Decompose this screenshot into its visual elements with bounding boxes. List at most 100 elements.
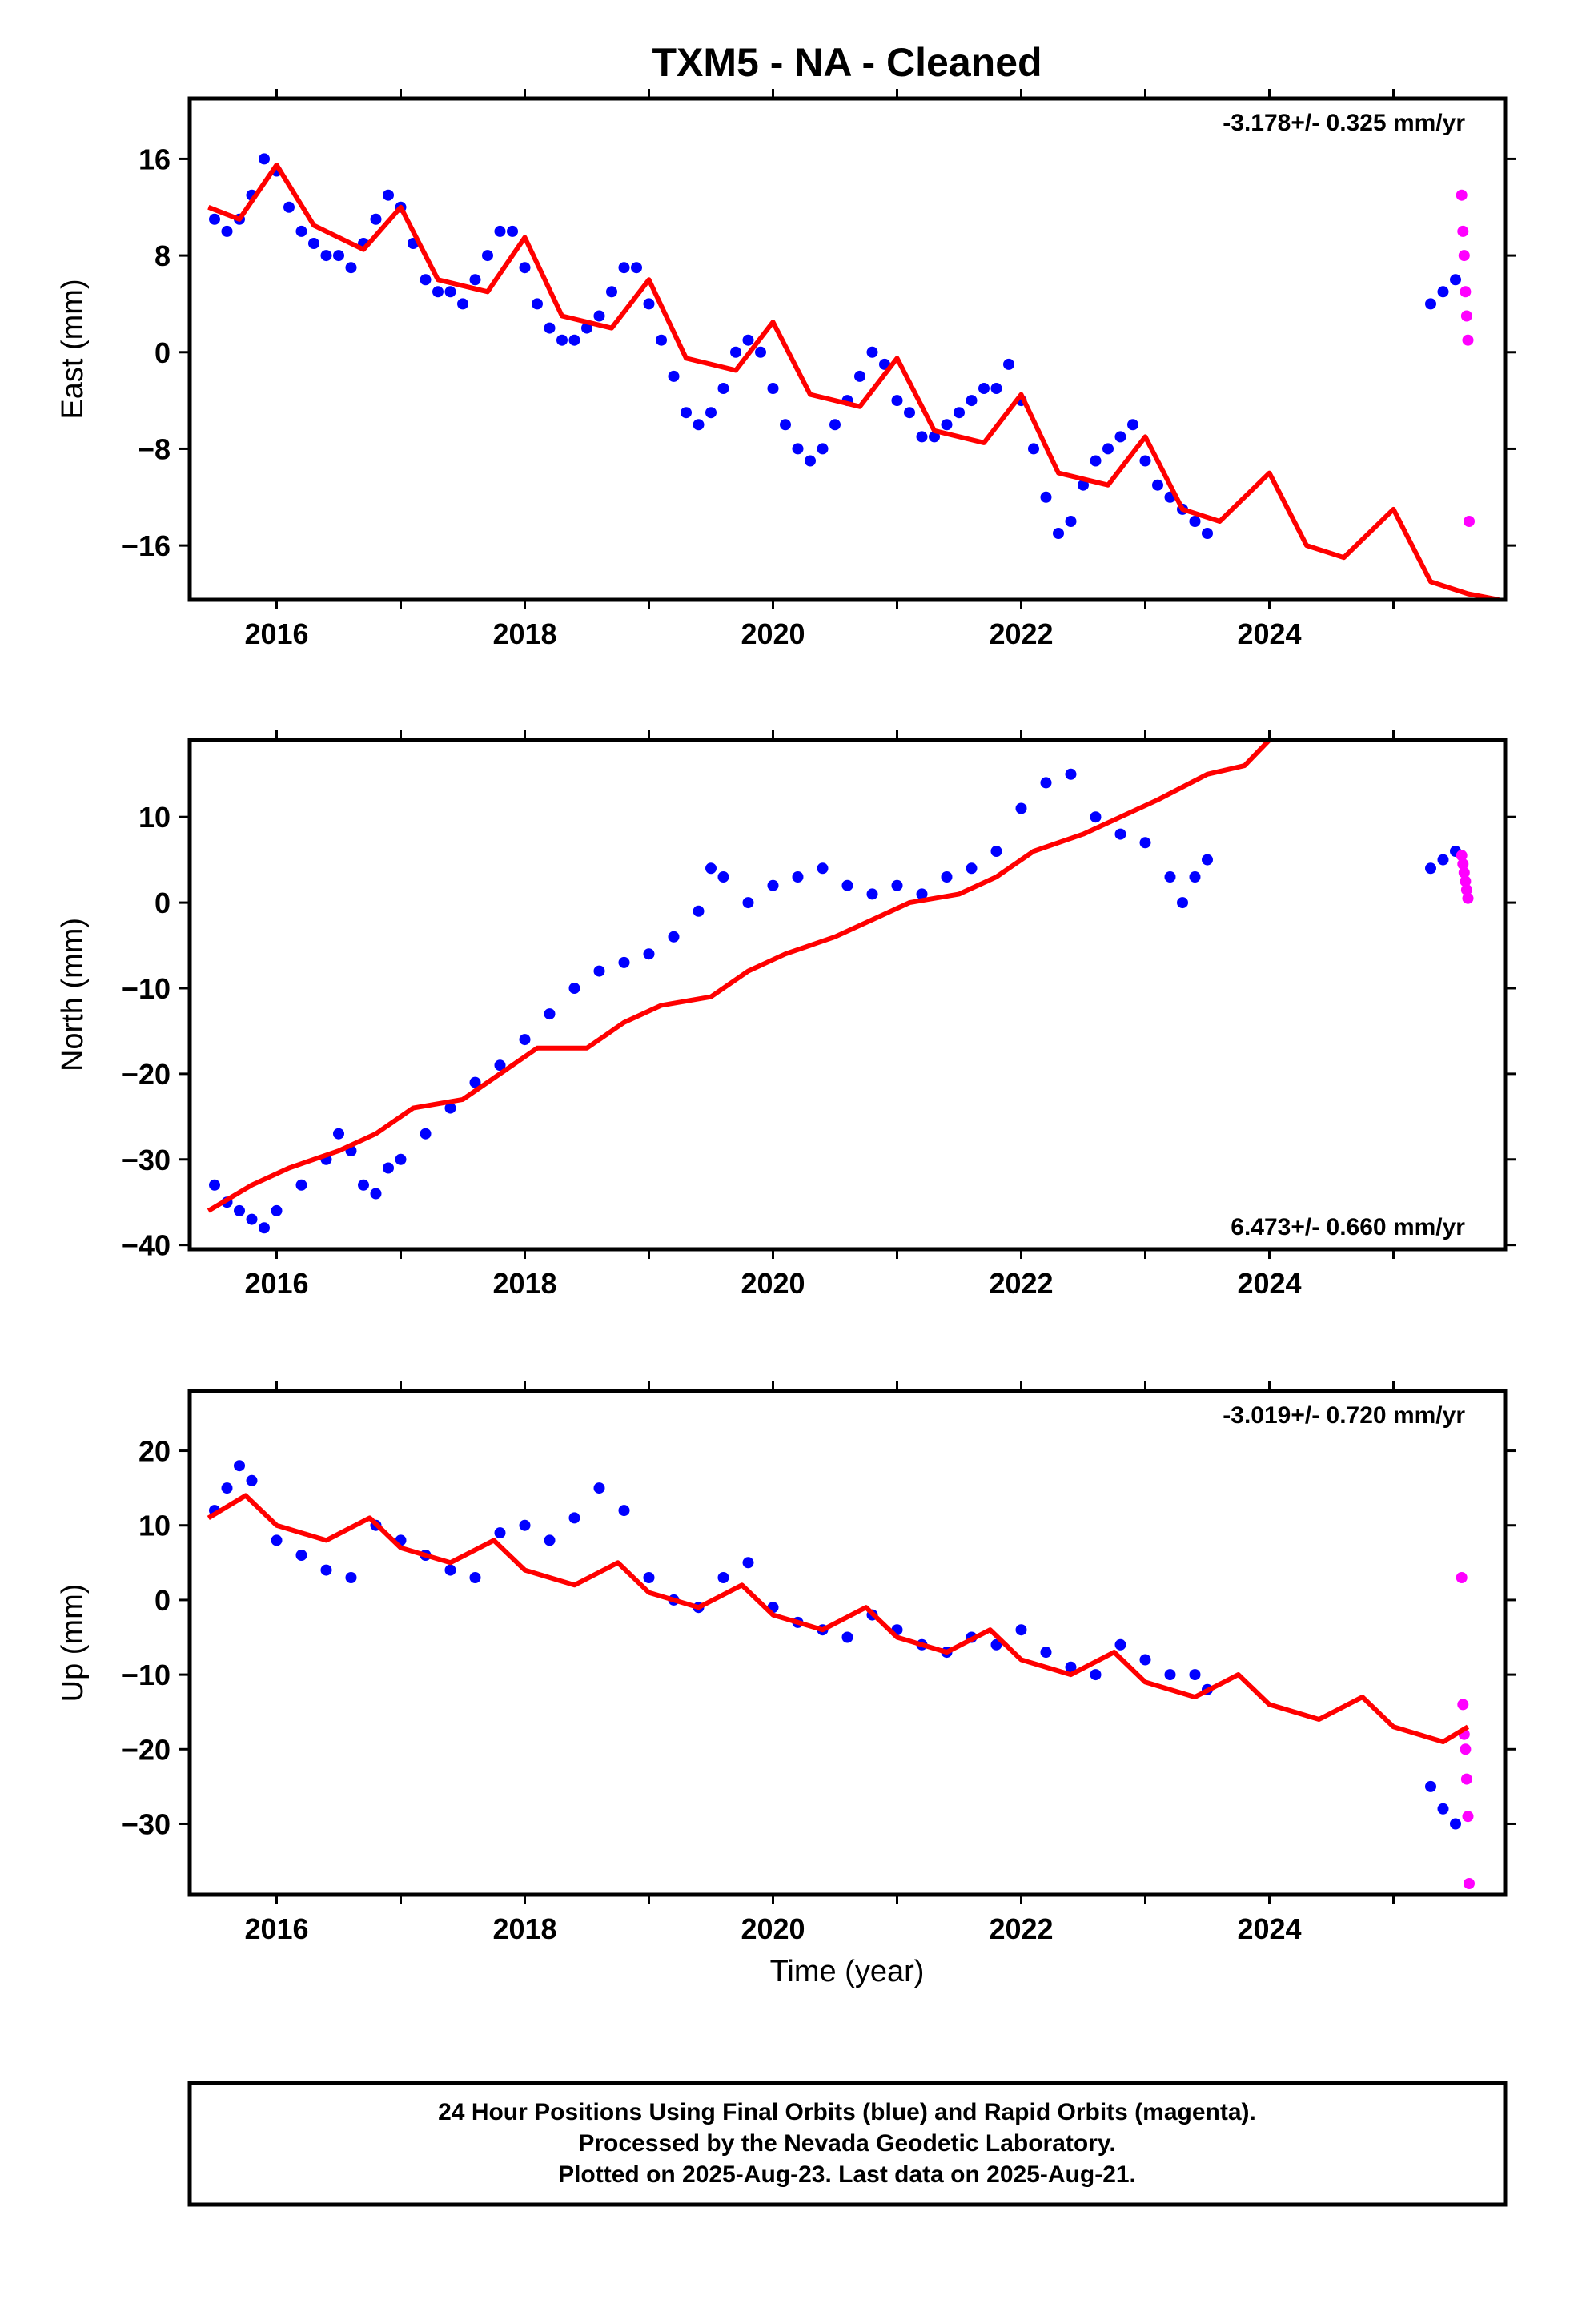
north-point-final	[469, 1076, 481, 1088]
east-y-tick-label: −16	[122, 529, 171, 562]
east-y-axis-label: East (mm)	[56, 279, 90, 419]
up-point-final	[717, 1572, 729, 1583]
north-point-final	[1189, 871, 1201, 883]
east-point-rapid	[1464, 516, 1475, 527]
up-point-rapid	[1460, 1773, 1472, 1785]
east-point-final	[780, 419, 791, 431]
north-point-final	[817, 862, 829, 875]
up-x-tick-label: 2016	[244, 1912, 308, 1945]
up-point-final	[643, 1572, 655, 1583]
up-point-rapid	[1462, 1811, 1474, 1823]
north-y-tick-label: −20	[122, 1058, 171, 1091]
up-point-final	[271, 1534, 283, 1546]
up-point-rapid	[1464, 1878, 1475, 1889]
east-point-final	[904, 407, 915, 419]
up-point-final	[444, 1564, 456, 1576]
north-point-final	[370, 1188, 382, 1200]
east-point-final	[954, 407, 965, 419]
north-point-final	[271, 1204, 283, 1216]
east-y-tick-label: −8	[138, 432, 171, 465]
north-point-rapid	[1458, 866, 1470, 879]
east-point-final	[1053, 528, 1064, 539]
east-point-final	[1202, 528, 1213, 539]
data-layer-east	[207, 153, 1500, 600]
east-point-final	[606, 286, 617, 298]
up-point-final	[618, 1505, 630, 1517]
up-x-tick-label: 2018	[492, 1912, 556, 1945]
up-point-final	[1114, 1638, 1126, 1651]
north-x-tick-label: 2018	[492, 1267, 556, 1300]
east-point-final	[345, 262, 357, 274]
east-point-final	[581, 322, 592, 334]
north-point-final	[792, 871, 804, 883]
east-point-final	[593, 310, 605, 322]
up-point-final	[568, 1512, 580, 1524]
up-y-tick-label: −20	[122, 1733, 171, 1766]
up-point-final	[1040, 1647, 1052, 1659]
east-point-final	[805, 455, 816, 467]
north-x-tick-label: 2024	[1237, 1267, 1301, 1300]
east-point-rapid	[1457, 225, 1469, 237]
east-point-final	[333, 250, 344, 262]
north-y-tick-label: 0	[155, 887, 171, 919]
up-point-rapid	[1460, 1743, 1472, 1755]
east-point-final	[866, 346, 878, 358]
east-point-rapid	[1462, 334, 1474, 346]
north-point-final	[767, 879, 779, 891]
footer-line-1: 24 Hour Positions Using Final Orbits (bl…	[438, 2099, 1256, 2125]
east-point-final	[420, 274, 432, 286]
up-point-final	[990, 1638, 1002, 1651]
east-point-final	[444, 286, 456, 298]
up-point-final	[234, 1460, 245, 1472]
east-point-rapid	[1460, 310, 1472, 322]
up-y-tick-label: 0	[155, 1584, 171, 1617]
up-y-tick-label: 10	[139, 1510, 171, 1542]
east-point-final	[854, 370, 865, 382]
north-point-final	[383, 1162, 394, 1174]
east-point-final	[767, 383, 779, 394]
east-point-final	[494, 225, 506, 237]
north-point-rapid	[1460, 875, 1472, 887]
east-point-final	[308, 238, 319, 249]
east-point-final	[507, 225, 518, 237]
up-point-final	[1139, 1654, 1151, 1666]
north-point-final	[544, 1008, 556, 1020]
east-frame	[187, 96, 1508, 602]
east-point-final	[532, 298, 543, 310]
east-point-final	[295, 225, 307, 237]
up-point-final	[221, 1482, 233, 1494]
north-point-final	[295, 1179, 307, 1191]
up-point-final	[295, 1550, 307, 1561]
north-point-final	[966, 862, 978, 875]
north-point-final	[494, 1059, 506, 1072]
up-point-final	[1437, 1803, 1449, 1815]
up-point-final	[593, 1482, 605, 1494]
north-point-final	[1114, 828, 1126, 840]
north-point-final	[519, 1034, 531, 1046]
up-y-tick-label: −10	[122, 1659, 171, 1691]
east-point-final	[929, 431, 940, 443]
north-point-final	[1437, 854, 1449, 866]
up-point-final	[1450, 1818, 1461, 1830]
east-point-final	[259, 153, 270, 165]
east-x-tick-label: 2018	[492, 617, 556, 650]
up-point-final	[494, 1527, 506, 1539]
east-point-final	[1078, 479, 1089, 491]
east-point-final	[730, 346, 741, 358]
east-point-final	[1102, 443, 1114, 455]
east-point-final	[1425, 298, 1436, 310]
east-point-final	[829, 419, 841, 431]
up-point-final	[544, 1534, 556, 1546]
east-point-rapid	[1460, 286, 1472, 298]
north-point-final	[1425, 862, 1436, 875]
up-point-final	[469, 1572, 481, 1583]
north-y-tick-label: −30	[122, 1144, 171, 1176]
east-y-tick-label: 16	[139, 143, 171, 175]
up-point-final	[1015, 1624, 1027, 1636]
east-x-tick-label: 2024	[1237, 617, 1301, 650]
north-point-final	[990, 846, 1002, 857]
east-point-final	[631, 262, 642, 274]
north-point-final	[1090, 811, 1102, 823]
east-point-final	[320, 250, 332, 262]
